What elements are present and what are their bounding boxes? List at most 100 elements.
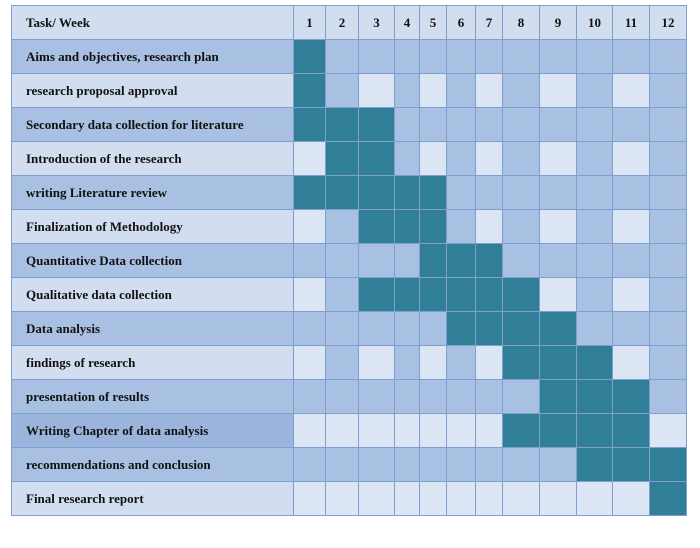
schedule-cell [612, 107, 650, 142]
schedule-cell [293, 277, 326, 312]
schedule-cell-active [358, 209, 395, 244]
schedule-cell [446, 141, 476, 176]
schedule-cell-active [325, 107, 359, 142]
schedule-cell [612, 209, 650, 244]
header-week: 6 [446, 5, 476, 40]
schedule-cell-active [394, 209, 420, 244]
header-row: Task/ Week 1 2 3 4 5 6 7 8 9 10 11 12 [11, 5, 687, 40]
header-week: 1 [293, 5, 326, 40]
schedule-cell [576, 481, 613, 516]
schedule-cell [394, 447, 420, 482]
schedule-cell [394, 243, 420, 278]
schedule-cell-active [293, 73, 326, 108]
schedule-cell [419, 447, 447, 482]
schedule-cell [358, 73, 395, 108]
schedule-cell [475, 209, 503, 244]
schedule-cell [502, 447, 540, 482]
schedule-cell [502, 175, 540, 210]
schedule-cell [419, 39, 447, 74]
schedule-cell [394, 413, 420, 448]
table-row: Aims and objectives, research plan [11, 39, 687, 74]
schedule-cell-active [612, 379, 650, 414]
schedule-cell [325, 481, 359, 516]
schedule-cell [293, 447, 326, 482]
header-week: 2 [325, 5, 359, 40]
schedule-cell [358, 39, 395, 74]
schedule-cell [446, 345, 476, 380]
schedule-cell [419, 481, 447, 516]
schedule-cell [293, 209, 326, 244]
schedule-cell-active [419, 209, 447, 244]
schedule-cell [539, 175, 577, 210]
schedule-cell-active [502, 413, 540, 448]
header-task: Task/ Week [11, 5, 294, 40]
table-row: Quantitative Data collection [11, 243, 687, 278]
schedule-cell [325, 311, 359, 346]
schedule-cell [293, 481, 326, 516]
schedule-cell [325, 277, 359, 312]
schedule-cell [358, 447, 395, 482]
schedule-cell [649, 209, 687, 244]
schedule-cell-active [293, 39, 326, 74]
header-week: 9 [539, 5, 577, 40]
schedule-cell-active [612, 447, 650, 482]
header-week: 8 [502, 5, 540, 40]
schedule-cell [502, 379, 540, 414]
schedule-cell [446, 413, 476, 448]
schedule-cell [475, 345, 503, 380]
gantt-body: Aims and objectives, research plan resear… [11, 39, 687, 516]
schedule-cell [394, 311, 420, 346]
schedule-cell [649, 311, 687, 346]
table-row: writing Literature review [11, 175, 687, 210]
schedule-cell-active [446, 243, 476, 278]
schedule-cell [325, 39, 359, 74]
schedule-cell [325, 73, 359, 108]
schedule-cell [576, 311, 613, 346]
task-label: Final research report [11, 481, 294, 516]
schedule-cell [394, 379, 420, 414]
schedule-cell [612, 311, 650, 346]
schedule-cell-active [576, 413, 613, 448]
schedule-cell [539, 243, 577, 278]
schedule-cell-active [419, 243, 447, 278]
header-week: 4 [394, 5, 420, 40]
schedule-cell [649, 277, 687, 312]
table-row: recommendations and conclusion [11, 447, 687, 482]
schedule-cell [612, 39, 650, 74]
schedule-cell [325, 379, 359, 414]
schedule-cell-active [475, 243, 503, 278]
schedule-cell [475, 107, 503, 142]
schedule-cell [539, 107, 577, 142]
schedule-cell-active [576, 447, 613, 482]
task-label: Introduction of the research [11, 141, 294, 176]
schedule-cell-active [539, 345, 577, 380]
schedule-cell-active [576, 345, 613, 380]
schedule-cell [325, 209, 359, 244]
schedule-cell [394, 39, 420, 74]
schedule-cell [325, 447, 359, 482]
schedule-cell [358, 481, 395, 516]
schedule-cell [612, 345, 650, 380]
schedule-cell [325, 345, 359, 380]
task-label: presentation of results [11, 379, 294, 414]
schedule-cell [649, 175, 687, 210]
schedule-cell [358, 345, 395, 380]
schedule-cell [649, 39, 687, 74]
table-row: Writing Chapter of data analysis [11, 413, 687, 448]
schedule-cell-active [358, 107, 395, 142]
schedule-cell-active [419, 277, 447, 312]
schedule-cell [475, 73, 503, 108]
schedule-cell [419, 413, 447, 448]
schedule-cell-active [539, 311, 577, 346]
schedule-cell-active [293, 175, 326, 210]
table-row: findings of research [11, 345, 687, 380]
schedule-cell [293, 141, 326, 176]
schedule-cell-active [502, 311, 540, 346]
schedule-cell [576, 209, 613, 244]
schedule-cell [502, 209, 540, 244]
schedule-cell [539, 277, 577, 312]
schedule-cell-active [502, 277, 540, 312]
schedule-cell [502, 243, 540, 278]
schedule-cell [419, 311, 447, 346]
schedule-cell-active [475, 277, 503, 312]
